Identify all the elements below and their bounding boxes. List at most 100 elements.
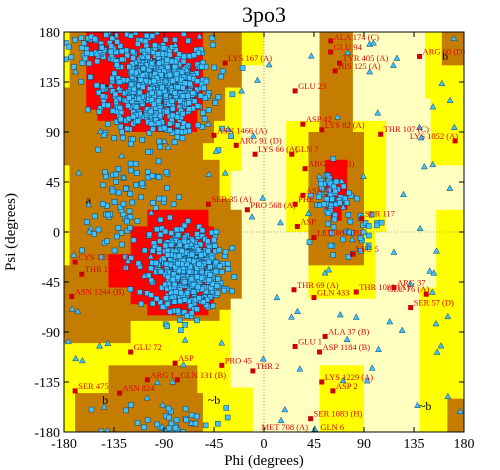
outlier-label: GLU 76 (A) bbox=[387, 284, 429, 294]
residue-point bbox=[142, 38, 149, 45]
residue-point bbox=[174, 129, 181, 135]
residue-point bbox=[182, 80, 188, 87]
residue-point bbox=[156, 246, 162, 252]
outlier-point bbox=[69, 293, 75, 299]
residue-point bbox=[184, 290, 191, 296]
glycine-point bbox=[104, 339, 112, 346]
residue-point bbox=[134, 170, 140, 176]
outlier-label: THR 134 (B) bbox=[85, 264, 130, 274]
residue-point bbox=[378, 219, 385, 226]
glycine-point bbox=[456, 407, 464, 414]
residue-point bbox=[175, 307, 181, 314]
residue-point bbox=[173, 289, 179, 295]
residue-point bbox=[164, 64, 171, 71]
residue-point bbox=[167, 309, 173, 315]
outlier-label: PRO 568 (A) bbox=[250, 200, 296, 210]
outlier-label: ARG 37 bbox=[397, 278, 426, 288]
residue-point bbox=[146, 130, 153, 136]
residue-point bbox=[96, 108, 103, 115]
outlier-point bbox=[302, 166, 308, 172]
residue-point bbox=[184, 313, 190, 319]
outlier-point bbox=[292, 88, 298, 94]
residue-point bbox=[212, 268, 219, 275]
residue-point bbox=[151, 78, 157, 85]
residue-point bbox=[123, 265, 129, 271]
x-tick-label: 90 bbox=[357, 437, 371, 452]
glycine-point bbox=[277, 218, 284, 226]
residue-point bbox=[99, 201, 106, 207]
residue-point bbox=[331, 216, 338, 223]
residue-point bbox=[177, 98, 183, 104]
glycine-point bbox=[196, 32, 203, 39]
residue-point bbox=[141, 424, 147, 431]
residue-point bbox=[172, 425, 179, 431]
residue-point bbox=[148, 265, 154, 272]
residue-point bbox=[123, 185, 129, 192]
region-label: b bbox=[102, 393, 108, 407]
residue-point bbox=[207, 272, 214, 278]
residue-point bbox=[127, 225, 133, 231]
residue-point bbox=[185, 37, 191, 44]
residue-point bbox=[129, 98, 135, 104]
residue-point bbox=[150, 126, 156, 132]
residue-point bbox=[114, 233, 120, 240]
outlier-label: GLN 6 bbox=[320, 422, 344, 432]
residue-point bbox=[239, 65, 246, 71]
residue-point bbox=[181, 238, 188, 245]
residue-point bbox=[148, 277, 155, 284]
residue-point bbox=[180, 32, 187, 37]
residue-point bbox=[82, 55, 89, 62]
glycine-point bbox=[72, 354, 80, 362]
residue-point bbox=[174, 114, 181, 120]
residue-point bbox=[110, 108, 116, 114]
residue-point bbox=[178, 226, 185, 232]
residue-point bbox=[316, 194, 322, 200]
residue-point bbox=[221, 287, 227, 294]
residue-point bbox=[111, 70, 118, 77]
residue-point bbox=[213, 259, 219, 266]
outlier-label: ASP 1184 (B) bbox=[323, 342, 371, 352]
residue-point bbox=[347, 218, 354, 225]
chart-title: 3po3 bbox=[242, 2, 286, 27]
glycine-point bbox=[162, 77, 170, 84]
residue-point bbox=[65, 43, 72, 50]
residue-point bbox=[194, 306, 200, 312]
residue-point bbox=[137, 77, 144, 83]
residue-point bbox=[168, 420, 175, 427]
residue-point bbox=[197, 93, 204, 99]
residue-point bbox=[113, 171, 119, 178]
glycine-point bbox=[151, 111, 159, 118]
residue-point bbox=[160, 304, 166, 310]
residue-point bbox=[229, 288, 235, 294]
glycine-point bbox=[204, 120, 212, 127]
residue-point bbox=[129, 199, 136, 206]
outlier-label: LYS 82 (A) bbox=[325, 120, 365, 130]
y-axis-title: Psi (degrees) bbox=[3, 193, 19, 271]
residue-point bbox=[325, 210, 332, 216]
glycine-point bbox=[343, 335, 351, 343]
residue-point bbox=[103, 32, 109, 38]
outlier-label: LEU 883 (B) bbox=[317, 228, 362, 238]
glycine-point bbox=[344, 48, 352, 56]
x-tick-label: 45 bbox=[307, 437, 321, 452]
residue-point bbox=[166, 52, 173, 58]
outlier-label: GLN 131 (B) bbox=[180, 370, 226, 380]
residue-point bbox=[156, 89, 163, 96]
residue-point bbox=[149, 60, 155, 67]
residue-point bbox=[181, 278, 188, 285]
glycine-point bbox=[78, 356, 86, 364]
residue-point bbox=[113, 179, 119, 185]
y-tick-label: -135 bbox=[34, 376, 60, 391]
outlier-label: MET 708 (A) bbox=[261, 422, 308, 432]
residue-point bbox=[190, 90, 196, 96]
residue-point bbox=[155, 158, 162, 165]
glycine-point bbox=[164, 143, 172, 150]
residue-point bbox=[179, 135, 186, 142]
outlier-label: ASP 2 bbox=[336, 381, 358, 391]
residue-point bbox=[92, 36, 98, 42]
residue-point bbox=[228, 133, 234, 139]
residue-point bbox=[158, 72, 164, 78]
residue-point bbox=[345, 212, 352, 218]
residue-point bbox=[179, 93, 186, 99]
region-allowed bbox=[108, 365, 198, 432]
